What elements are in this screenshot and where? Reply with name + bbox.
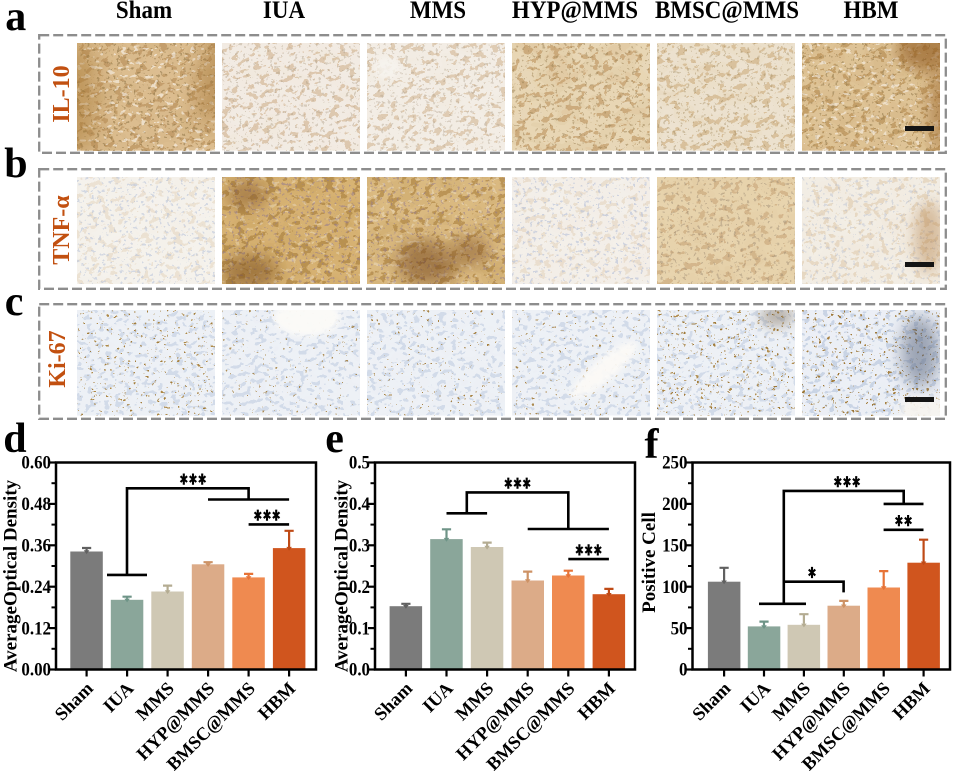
svg-text:AverageOptical Density: AverageOptical Density [332, 479, 353, 672]
svg-text:HBM: HBM [889, 679, 934, 724]
svg-text:0.12: 0.12 [21, 618, 51, 639]
svg-text:0.24: 0.24 [21, 577, 51, 598]
svg-text:0.2: 0.2 [349, 577, 370, 598]
svg-text:0.0: 0.0 [349, 660, 370, 681]
svg-text:0.3: 0.3 [349, 536, 370, 557]
svg-text:HBM: HBM [575, 679, 620, 724]
svg-text:100: 100 [662, 577, 687, 598]
svg-text:50: 50 [671, 618, 688, 639]
svg-text:0.4: 0.4 [349, 494, 371, 515]
svg-text:0.5: 0.5 [349, 453, 370, 474]
svg-text:Sham: Sham [371, 678, 418, 725]
svg-text:0.00: 0.00 [21, 660, 51, 681]
svg-text:0.1: 0.1 [349, 618, 370, 639]
svg-text:Sham: Sham [689, 678, 736, 725]
svg-text:HBM: HBM [255, 679, 300, 724]
svg-text:150: 150 [662, 536, 687, 557]
svg-text:0.36: 0.36 [21, 536, 51, 557]
svg-text:AverageOptical Density: AverageOptical Density [1, 479, 22, 672]
svg-text:0.48: 0.48 [21, 494, 51, 515]
svg-text:Sham: Sham [51, 678, 98, 725]
svg-text:0: 0 [679, 660, 688, 681]
svg-text:200: 200 [662, 494, 687, 515]
svg-text:250: 250 [662, 453, 687, 474]
svg-text:Positive Cell: Positive Cell [639, 512, 660, 613]
svg-text:0.60: 0.60 [21, 453, 51, 474]
